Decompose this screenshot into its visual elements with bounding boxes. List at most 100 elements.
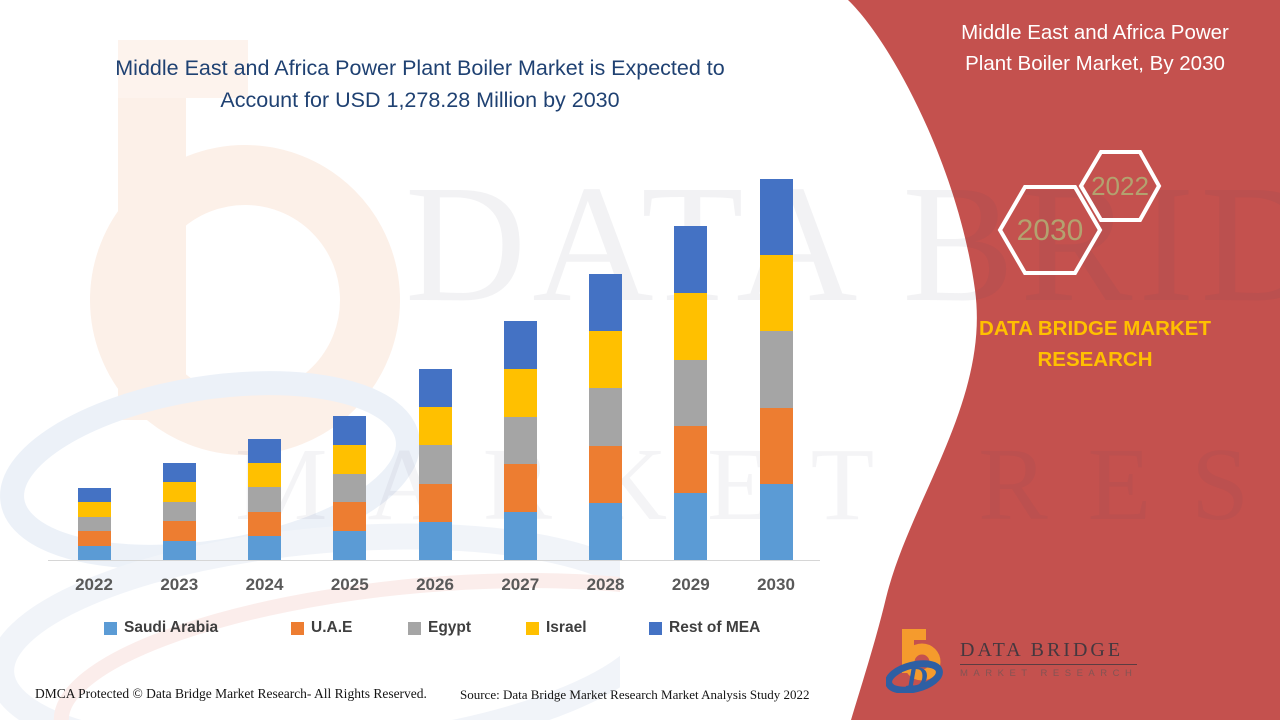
source-text: Source: Data Bridge Market Research Mark… [460,687,810,702]
bar-segment-saudi-arabia-2024 [248,535,281,560]
legend-item-rest-of-mea: Rest of MEA [649,619,760,637]
page-title-line1: Middle East and Africa Power Plant Boile… [115,56,725,80]
databridge-logo: D DATA BRIDGE MARKET RESEARCH [886,627,1138,693]
side-panel-title-line2: Plant Boiler Market, By 2030 [965,52,1225,75]
bar-2026 [418,368,452,560]
bar-2030 [759,178,793,560]
x-axis-label-2028: 2028 [586,575,625,594]
bar-segment-egypt-2023 [162,501,196,522]
bar-2029 [674,226,708,560]
databridge-logo-icon: D [886,629,943,693]
hexagon-2030-label: 2030 [1017,214,1084,247]
side-panel-title: Middle East and Africa Power Plant Boile… [930,17,1260,79]
bar-segment-u-a-e-2022 [77,531,111,546]
bar-2028 [589,274,622,560]
bar-segment-egypt-2026 [418,445,452,484]
legend-swatch-icon [526,621,539,635]
bar-segment-egypt-2028 [589,388,622,446]
bar-2024 [248,439,281,560]
legend-item-egypt: Egypt [408,619,471,637]
bar-segment-rest-of-mea-2022 [77,488,111,503]
bar-2022 [77,488,111,560]
bar-segment-egypt-2030 [759,331,793,408]
bar-segment-rest-of-mea-2026 [418,368,452,408]
legend-label: Rest of MEA [669,619,761,636]
bar-segment-saudi-arabia-2028 [589,502,622,560]
bar-segment-u-a-e-2023 [162,521,196,541]
bar-segment-saudi-arabia-2025 [333,531,367,560]
bar-segment-rest-of-mea-2029 [674,226,708,293]
side-panel-title-line1: Middle East and Africa Power [961,21,1229,44]
bar-segment-u-a-e-2029 [674,426,708,494]
x-axis-label-2027: 2027 [501,575,540,594]
bar-segment-rest-of-mea-2028 [589,274,622,332]
databridge-watermark-icon [0,40,620,720]
side-panel-brand: DATA BRIDGE MARKET RESEARCH [930,313,1260,375]
hexagon-2022-label: 2022 [1091,171,1149,201]
legend-label: Egypt [428,619,472,636]
x-axis-label-2022: 2022 [75,575,113,594]
bar-segment-saudi-arabia-2029 [674,493,708,560]
x-axis-line [48,560,820,561]
watermark-text-secondary: MARKET RESEARCH [235,427,1280,542]
side-panel-brand-line2: RESEARCH [1037,348,1153,371]
bar-segment-egypt-2029 [674,359,708,427]
legend-item-u-a-e: U.A.E [291,619,352,637]
watermark-text-primary: DATA BRIDGE [405,151,1280,337]
legend-label: Saudi Arabia [124,619,219,636]
bar-segment-israel-2022 [77,502,111,517]
bar-segment-israel-2025 [333,444,367,474]
logo-subtitle: MARKET RESEARCH [960,668,1138,679]
x-axis-label-2029: 2029 [671,575,710,594]
x-axis-label-2024: 2024 [245,575,284,594]
bar-segment-rest-of-mea-2023 [162,463,196,483]
page-title: Middle East and Africa Power Plant Boile… [40,52,800,116]
bar-segment-u-a-e-2025 [333,502,367,532]
bar-segment-egypt-2027 [503,416,537,465]
page-title-line2: Account for USD 1,278.28 Million by 2030 [220,88,620,112]
bar-segment-u-a-e-2027 [503,464,537,513]
legend-swatch-icon [408,621,421,635]
x-axis-label-2025: 2025 [330,575,369,594]
bar-segment-rest-of-mea-2027 [503,321,537,369]
side-panel-brand-line1: DATA BRIDGE MARKET [979,317,1211,340]
legend-label: Israel [546,619,587,636]
bar-segment-israel-2028 [589,331,622,389]
bar-2023 [162,463,196,560]
svg-text:D: D [905,661,928,693]
x-axis-label-2026: 2026 [416,575,454,594]
bar-segment-israel-2023 [162,482,196,502]
legend-item-saudi-arabia: Saudi Arabia [104,619,218,637]
red-panel-shape [848,0,1280,720]
bar-segment-egypt-2024 [248,487,281,512]
bar-segment-saudi-arabia-2022 [77,545,111,560]
bar-segment-u-a-e-2026 [418,483,452,522]
legend-swatch-icon [104,621,117,635]
legend-item-israel: Israel [526,619,587,637]
bar-segment-rest-of-mea-2024 [248,439,281,464]
logo-wordmark: DATA BRIDGE [960,639,1138,665]
bar-segment-israel-2027 [503,368,537,417]
bar-segment-israel-2030 [759,255,793,332]
bar-segment-u-a-e-2030 [759,407,793,484]
hexagon-2030-icon [997,185,1103,275]
bar-segment-u-a-e-2024 [248,511,281,536]
bar-segment-israel-2029 [674,292,708,360]
x-axis-label-2023: 2023 [160,575,199,594]
bar-segment-saudi-arabia-2023 [162,540,196,560]
legend-swatch-icon [291,621,304,635]
hexagon-2022-icon [1078,150,1162,222]
bar-segment-saudi-arabia-2030 [759,483,793,560]
copyright-text: DMCA Protected © Data Bridge Market Rese… [35,686,427,701]
bar-segment-saudi-arabia-2026 [418,521,452,560]
bar-segment-u-a-e-2028 [589,445,622,503]
bar-segment-israel-2026 [418,407,452,446]
bar-2025 [333,416,367,560]
bar-segment-saudi-arabia-2027 [503,512,537,560]
x-axis-label-2030: 2030 [757,575,795,594]
bar-segment-egypt-2025 [333,473,367,503]
bar-segment-rest-of-mea-2025 [333,416,367,445]
bar-segment-rest-of-mea-2030 [759,178,793,256]
